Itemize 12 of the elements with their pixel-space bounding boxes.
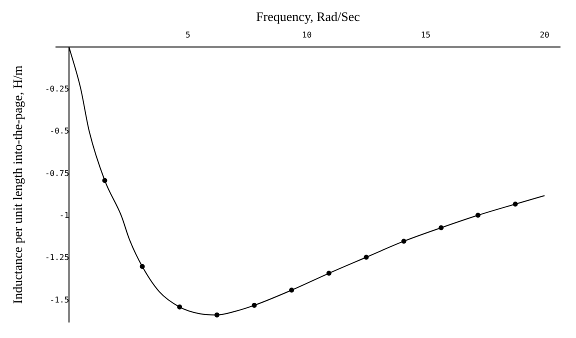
y-tick-label: -1.25 xyxy=(44,253,70,262)
y-tick-label: -0.75 xyxy=(44,168,70,178)
x-tick-label: 20 xyxy=(540,30,550,40)
x-tick-label: 5 xyxy=(186,30,191,40)
y-tick-label: -1 xyxy=(59,210,70,220)
y-tick-label: -0.25 xyxy=(44,84,70,94)
x-axis-title: Frequency, Rad/Sec xyxy=(256,9,360,24)
y-tick-label: -1.5 xyxy=(50,295,70,304)
x-tick-label: 15 xyxy=(420,30,431,40)
y-axis-title: Inductance per unit length into-the-page, H/m xyxy=(10,66,25,304)
x-tick-label: 10 xyxy=(302,30,312,40)
y-tick-label: -0.5 xyxy=(50,126,70,136)
